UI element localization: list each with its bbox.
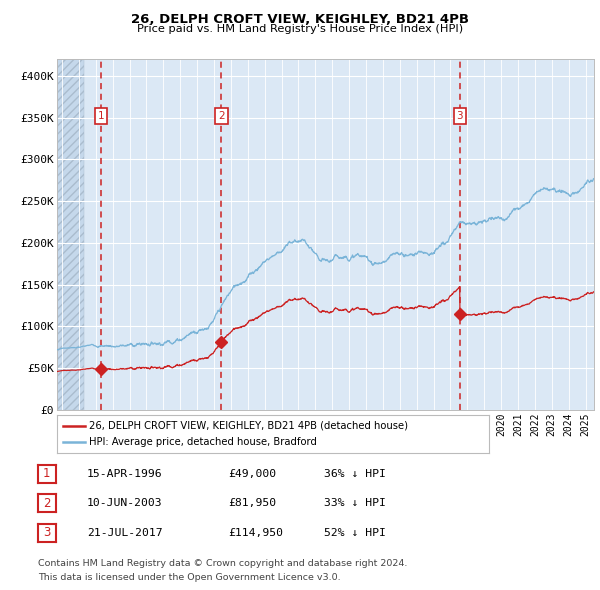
Text: 1: 1 <box>97 111 104 121</box>
Text: 26, DELPH CROFT VIEW, KEIGHLEY, BD21 4PB (detached house): 26, DELPH CROFT VIEW, KEIGHLEY, BD21 4PB… <box>89 421 409 431</box>
Text: Contains HM Land Registry data © Crown copyright and database right 2024.: Contains HM Land Registry data © Crown c… <box>38 559 407 568</box>
Text: 52% ↓ HPI: 52% ↓ HPI <box>324 528 386 537</box>
Text: Price paid vs. HM Land Registry's House Price Index (HPI): Price paid vs. HM Land Registry's House … <box>137 24 463 34</box>
Text: £81,950: £81,950 <box>228 499 276 508</box>
Text: 3: 3 <box>457 111 463 121</box>
Text: 3: 3 <box>43 526 50 539</box>
Text: 15-APR-1996: 15-APR-1996 <box>87 469 163 478</box>
Text: £49,000: £49,000 <box>228 469 276 478</box>
Text: £114,950: £114,950 <box>228 528 283 537</box>
Text: 26, DELPH CROFT VIEW, KEIGHLEY, BD21 4PB: 26, DELPH CROFT VIEW, KEIGHLEY, BD21 4PB <box>131 13 469 26</box>
Text: 21-JUL-2017: 21-JUL-2017 <box>87 528 163 537</box>
Text: HPI: Average price, detached house, Bradford: HPI: Average price, detached house, Brad… <box>89 437 317 447</box>
Text: 33% ↓ HPI: 33% ↓ HPI <box>324 499 386 508</box>
Text: This data is licensed under the Open Government Licence v3.0.: This data is licensed under the Open Gov… <box>38 573 340 582</box>
Text: 10-JUN-2003: 10-JUN-2003 <box>87 499 163 508</box>
Bar <box>57 59 84 410</box>
Text: 1: 1 <box>43 467 50 480</box>
Text: 2: 2 <box>218 111 225 121</box>
Text: 36% ↓ HPI: 36% ↓ HPI <box>324 469 386 478</box>
Text: 2: 2 <box>43 497 50 510</box>
